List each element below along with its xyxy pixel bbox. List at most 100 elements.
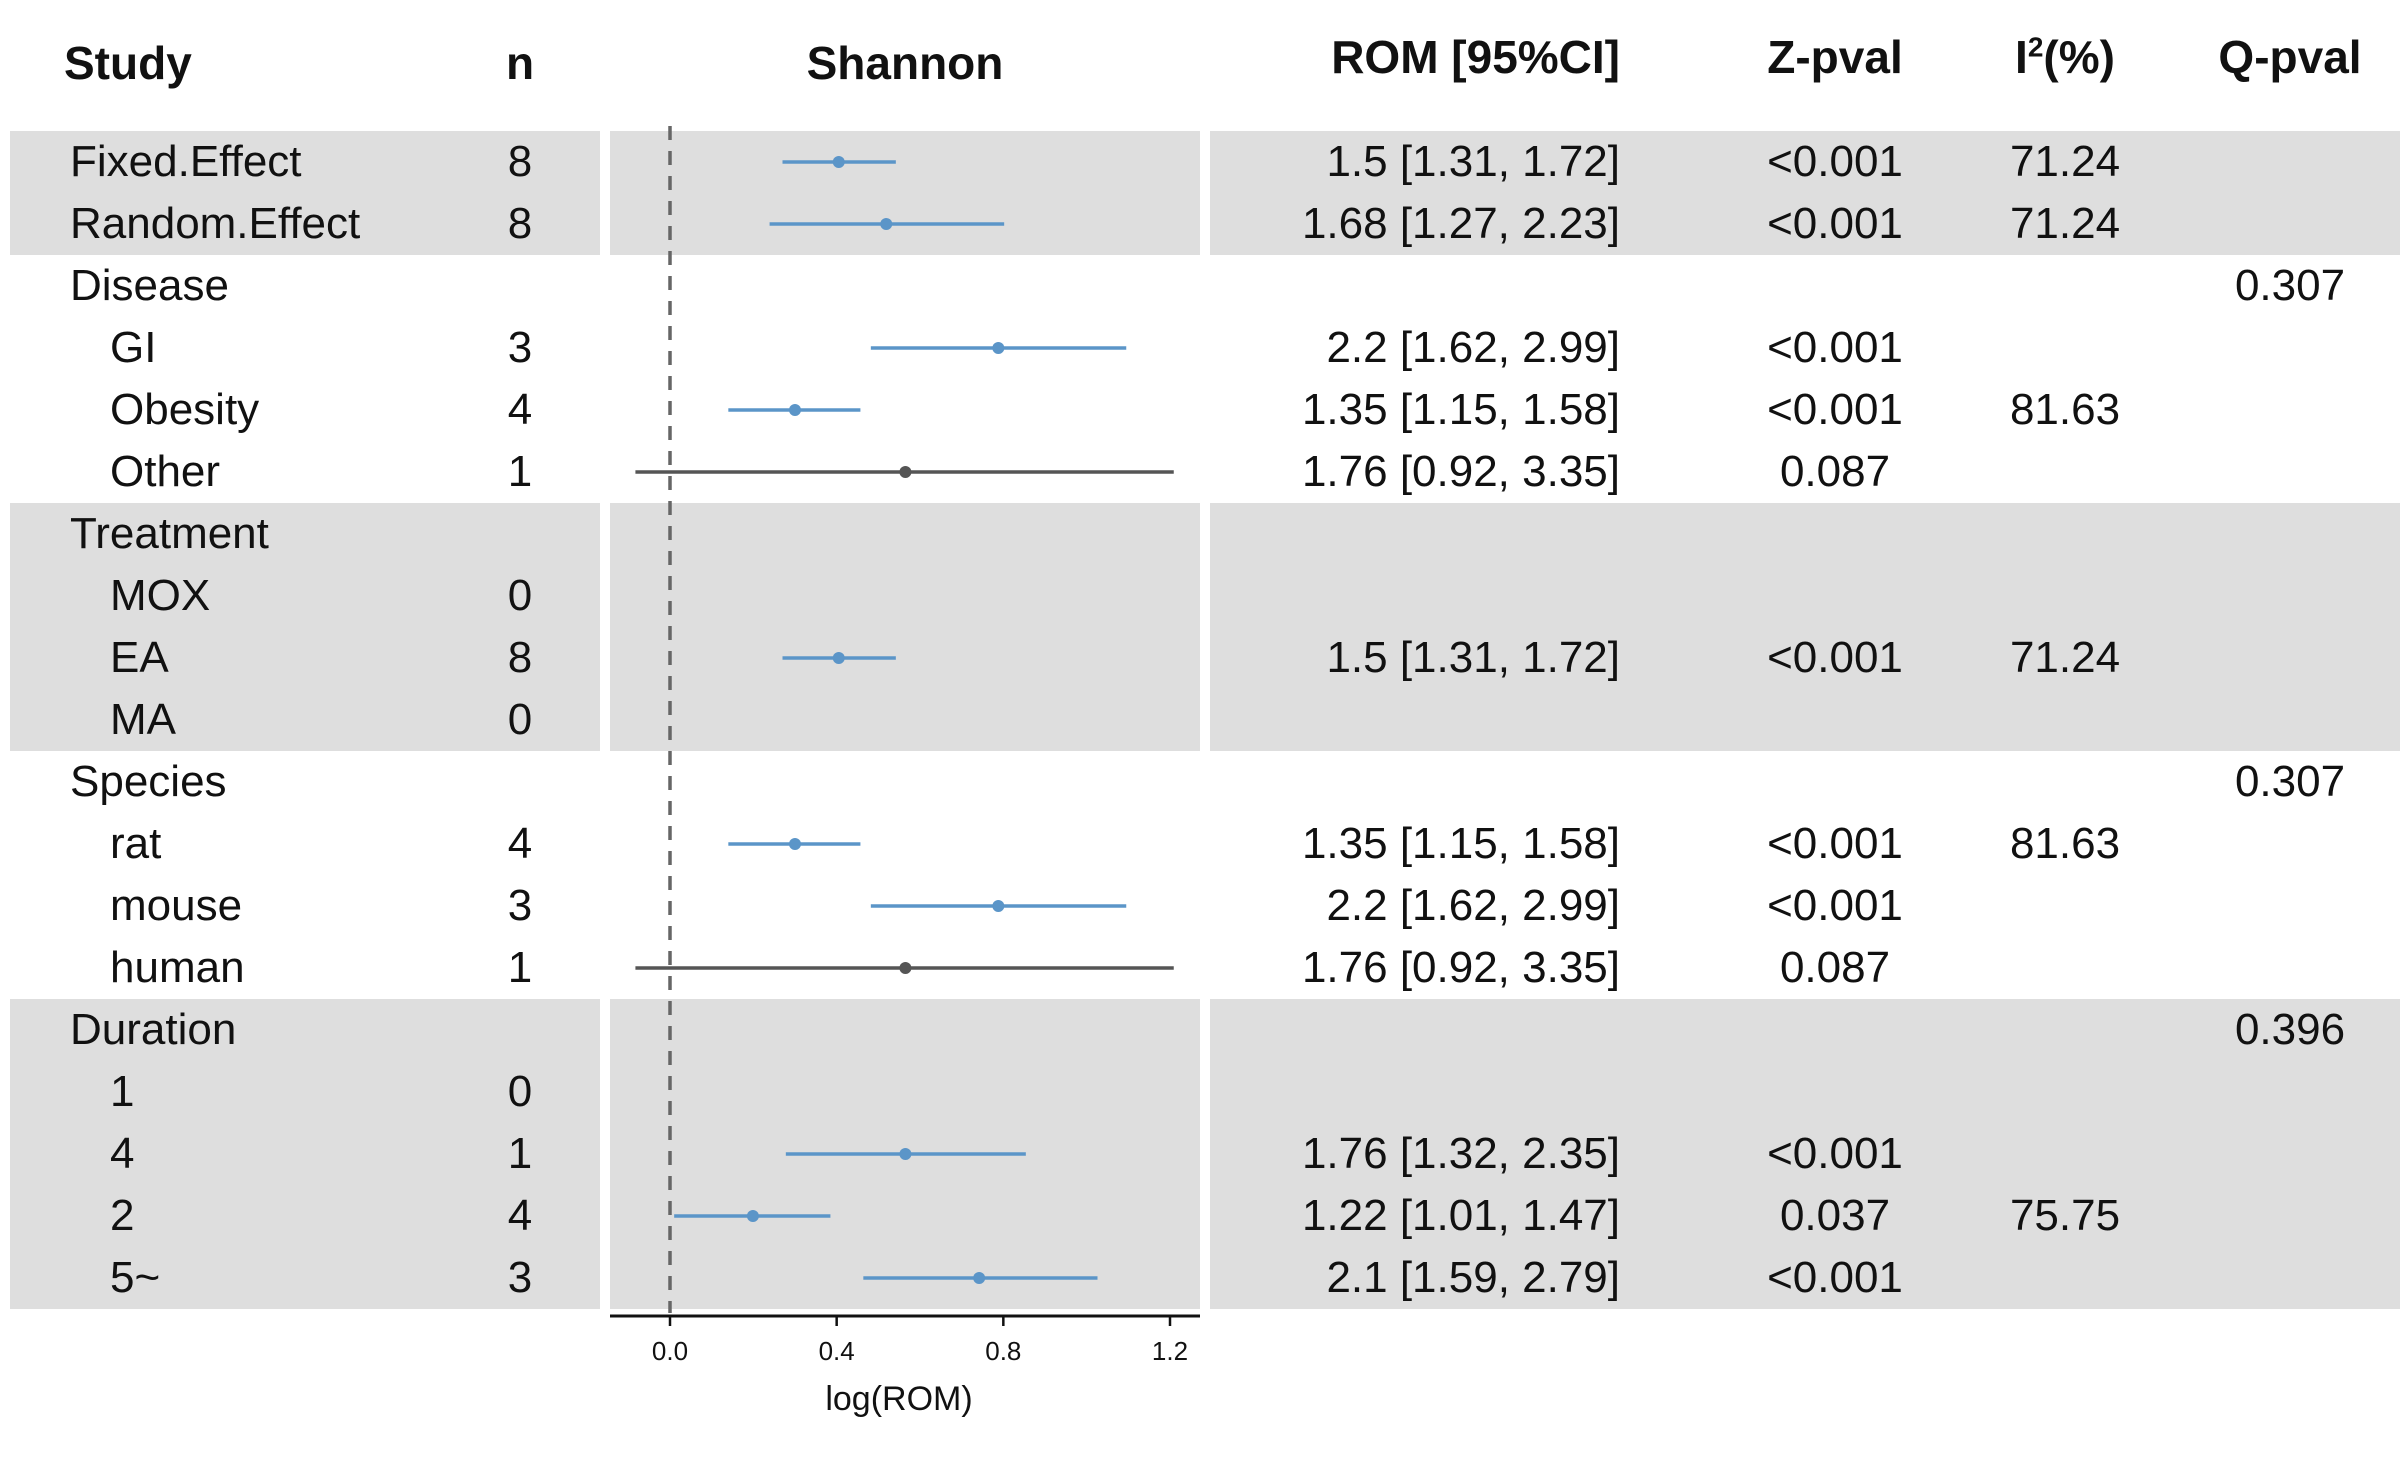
row-zpval: 0.037 — [1779, 1191, 1891, 1240]
point-estimate — [746, 1210, 759, 1222]
x-tick-label: 0.0 — [652, 1336, 688, 1366]
row-rom-ci: 2.2 [1.62, 2.99] — [1326, 881, 1620, 930]
row-band — [10, 503, 600, 751]
row-label: 5~ — [110, 1253, 161, 1302]
row-rom-ci: 1.76 [0.92, 3.35] — [1301, 447, 1620, 496]
header-i2: I2(%) — [1920, 30, 2210, 84]
row-zpval: 0.087 — [1779, 943, 1891, 992]
row-band — [10, 131, 600, 255]
row-zpval: 0.087 — [1779, 447, 1891, 496]
row-label: Treatment — [70, 509, 269, 558]
point-estimate — [899, 1148, 912, 1160]
row-n: 4 — [507, 1191, 533, 1240]
row-rom-ci: 1.35 [1.15, 1.58] — [1301, 385, 1620, 434]
row-n: 8 — [507, 633, 533, 682]
row-rom-ci: 2.2 [1.62, 2.99] — [1326, 323, 1620, 372]
row-band — [1210, 503, 2400, 751]
point-estimate — [789, 838, 801, 850]
row-zpval: <0.001 — [1767, 1253, 1903, 1302]
row-label: rat — [110, 819, 162, 868]
row-n: 3 — [507, 323, 533, 372]
x-tick-label: 1.2 — [1152, 1336, 1188, 1366]
row-rom-ci: 1.76 [0.92, 3.35] — [1301, 943, 1620, 992]
header-n: n — [505, 37, 535, 89]
row-rom-ci: 1.5 [1.31, 1.72] — [1326, 633, 1620, 682]
x-tick-label: 0.4 — [819, 1336, 855, 1366]
row-n: 0 — [507, 695, 533, 744]
header-rom: ROM [95%CI] — [1331, 31, 1620, 83]
row-label: Species — [70, 757, 227, 806]
row-i2: 81.63 — [2009, 819, 2121, 868]
row-zpval: <0.001 — [1767, 1129, 1903, 1178]
row-rom-ci: 1.76 [1.32, 2.35] — [1301, 1129, 1620, 1178]
row-band — [1210, 131, 2400, 255]
row-label: Other — [110, 447, 221, 496]
row-n: 3 — [507, 881, 533, 930]
row-zpval: <0.001 — [1767, 137, 1903, 186]
row-label: Fixed.Effect — [70, 137, 302, 186]
row-i2: 71.24 — [2009, 633, 2121, 682]
point-estimate — [992, 342, 1005, 354]
row-label: 1 — [110, 1067, 135, 1116]
row-n: 0 — [507, 571, 533, 620]
row-rom-ci: 1.22 [1.01, 1.47] — [1301, 1191, 1620, 1240]
row-label: Duration — [70, 1005, 237, 1054]
row-rom-ci: 1.68 [1.27, 2.23] — [1301, 199, 1620, 248]
point-estimate — [880, 218, 893, 230]
row-i2: 71.24 — [2009, 137, 2121, 186]
row-label: MA — [110, 695, 176, 744]
header-zpval: Z-pval — [1767, 31, 1903, 83]
row-zpval: <0.001 — [1767, 323, 1903, 372]
row-label: Random.Effect — [70, 199, 361, 248]
point-estimate — [832, 652, 845, 664]
row-n: 4 — [507, 819, 533, 868]
row-band — [1210, 999, 2400, 1309]
row-label: 2 — [110, 1191, 135, 1240]
point-estimate — [832, 156, 845, 168]
point-estimate — [992, 900, 1005, 912]
row-label: mouse — [110, 881, 243, 930]
row-zpval: <0.001 — [1767, 881, 1903, 930]
row-rom-ci: 2.1 [1.59, 2.79] — [1326, 1253, 1620, 1302]
x-axis-label: log(ROM) — [825, 1380, 972, 1418]
row-label: Disease — [70, 261, 229, 310]
row-band — [610, 503, 1200, 751]
row-zpval: <0.001 — [1767, 819, 1903, 868]
row-i2: 71.24 — [2009, 199, 2121, 248]
row-band — [10, 999, 600, 1309]
row-label: Obesity — [110, 385, 260, 434]
row-n: 4 — [507, 385, 533, 434]
x-tick-label: 0.8 — [985, 1336, 1021, 1366]
point-estimate — [899, 466, 912, 478]
row-n: 1 — [507, 943, 533, 992]
row-label: human — [110, 943, 245, 992]
row-label: EA — [110, 633, 169, 682]
row-label: MOX — [110, 571, 211, 620]
row-qpval: 0.307 — [2234, 757, 2346, 806]
header-i2-tail: (%) — [2043, 31, 2115, 83]
point-estimate — [899, 962, 912, 974]
header-i2-sup: 2 — [2027, 31, 2044, 63]
row-zpval: <0.001 — [1767, 199, 1903, 248]
row-i2: 81.63 — [2009, 385, 2121, 434]
point-estimate — [789, 404, 801, 416]
row-n: 1 — [507, 447, 533, 496]
row-zpval: <0.001 — [1767, 633, 1903, 682]
point-estimate — [973, 1272, 986, 1284]
row-rom-ci: 1.35 [1.15, 1.58] — [1301, 819, 1620, 868]
row-n: 0 — [507, 1067, 533, 1116]
row-band — [610, 131, 1200, 255]
header-i2-main: I — [2015, 31, 2028, 83]
header-plot: Shannon — [806, 37, 1004, 89]
row-rom-ci: 1.5 [1.31, 1.72] — [1326, 137, 1620, 186]
row-label: GI — [110, 323, 157, 372]
header-qpval: Q-pval — [2218, 31, 2362, 83]
row-qpval: 0.396 — [2234, 1005, 2346, 1054]
row-zpval: <0.001 — [1767, 385, 1903, 434]
row-qpval: 0.307 — [2234, 261, 2346, 310]
header-study: Study — [64, 37, 192, 89]
row-n: 8 — [507, 199, 533, 248]
row-n: 8 — [507, 137, 533, 186]
